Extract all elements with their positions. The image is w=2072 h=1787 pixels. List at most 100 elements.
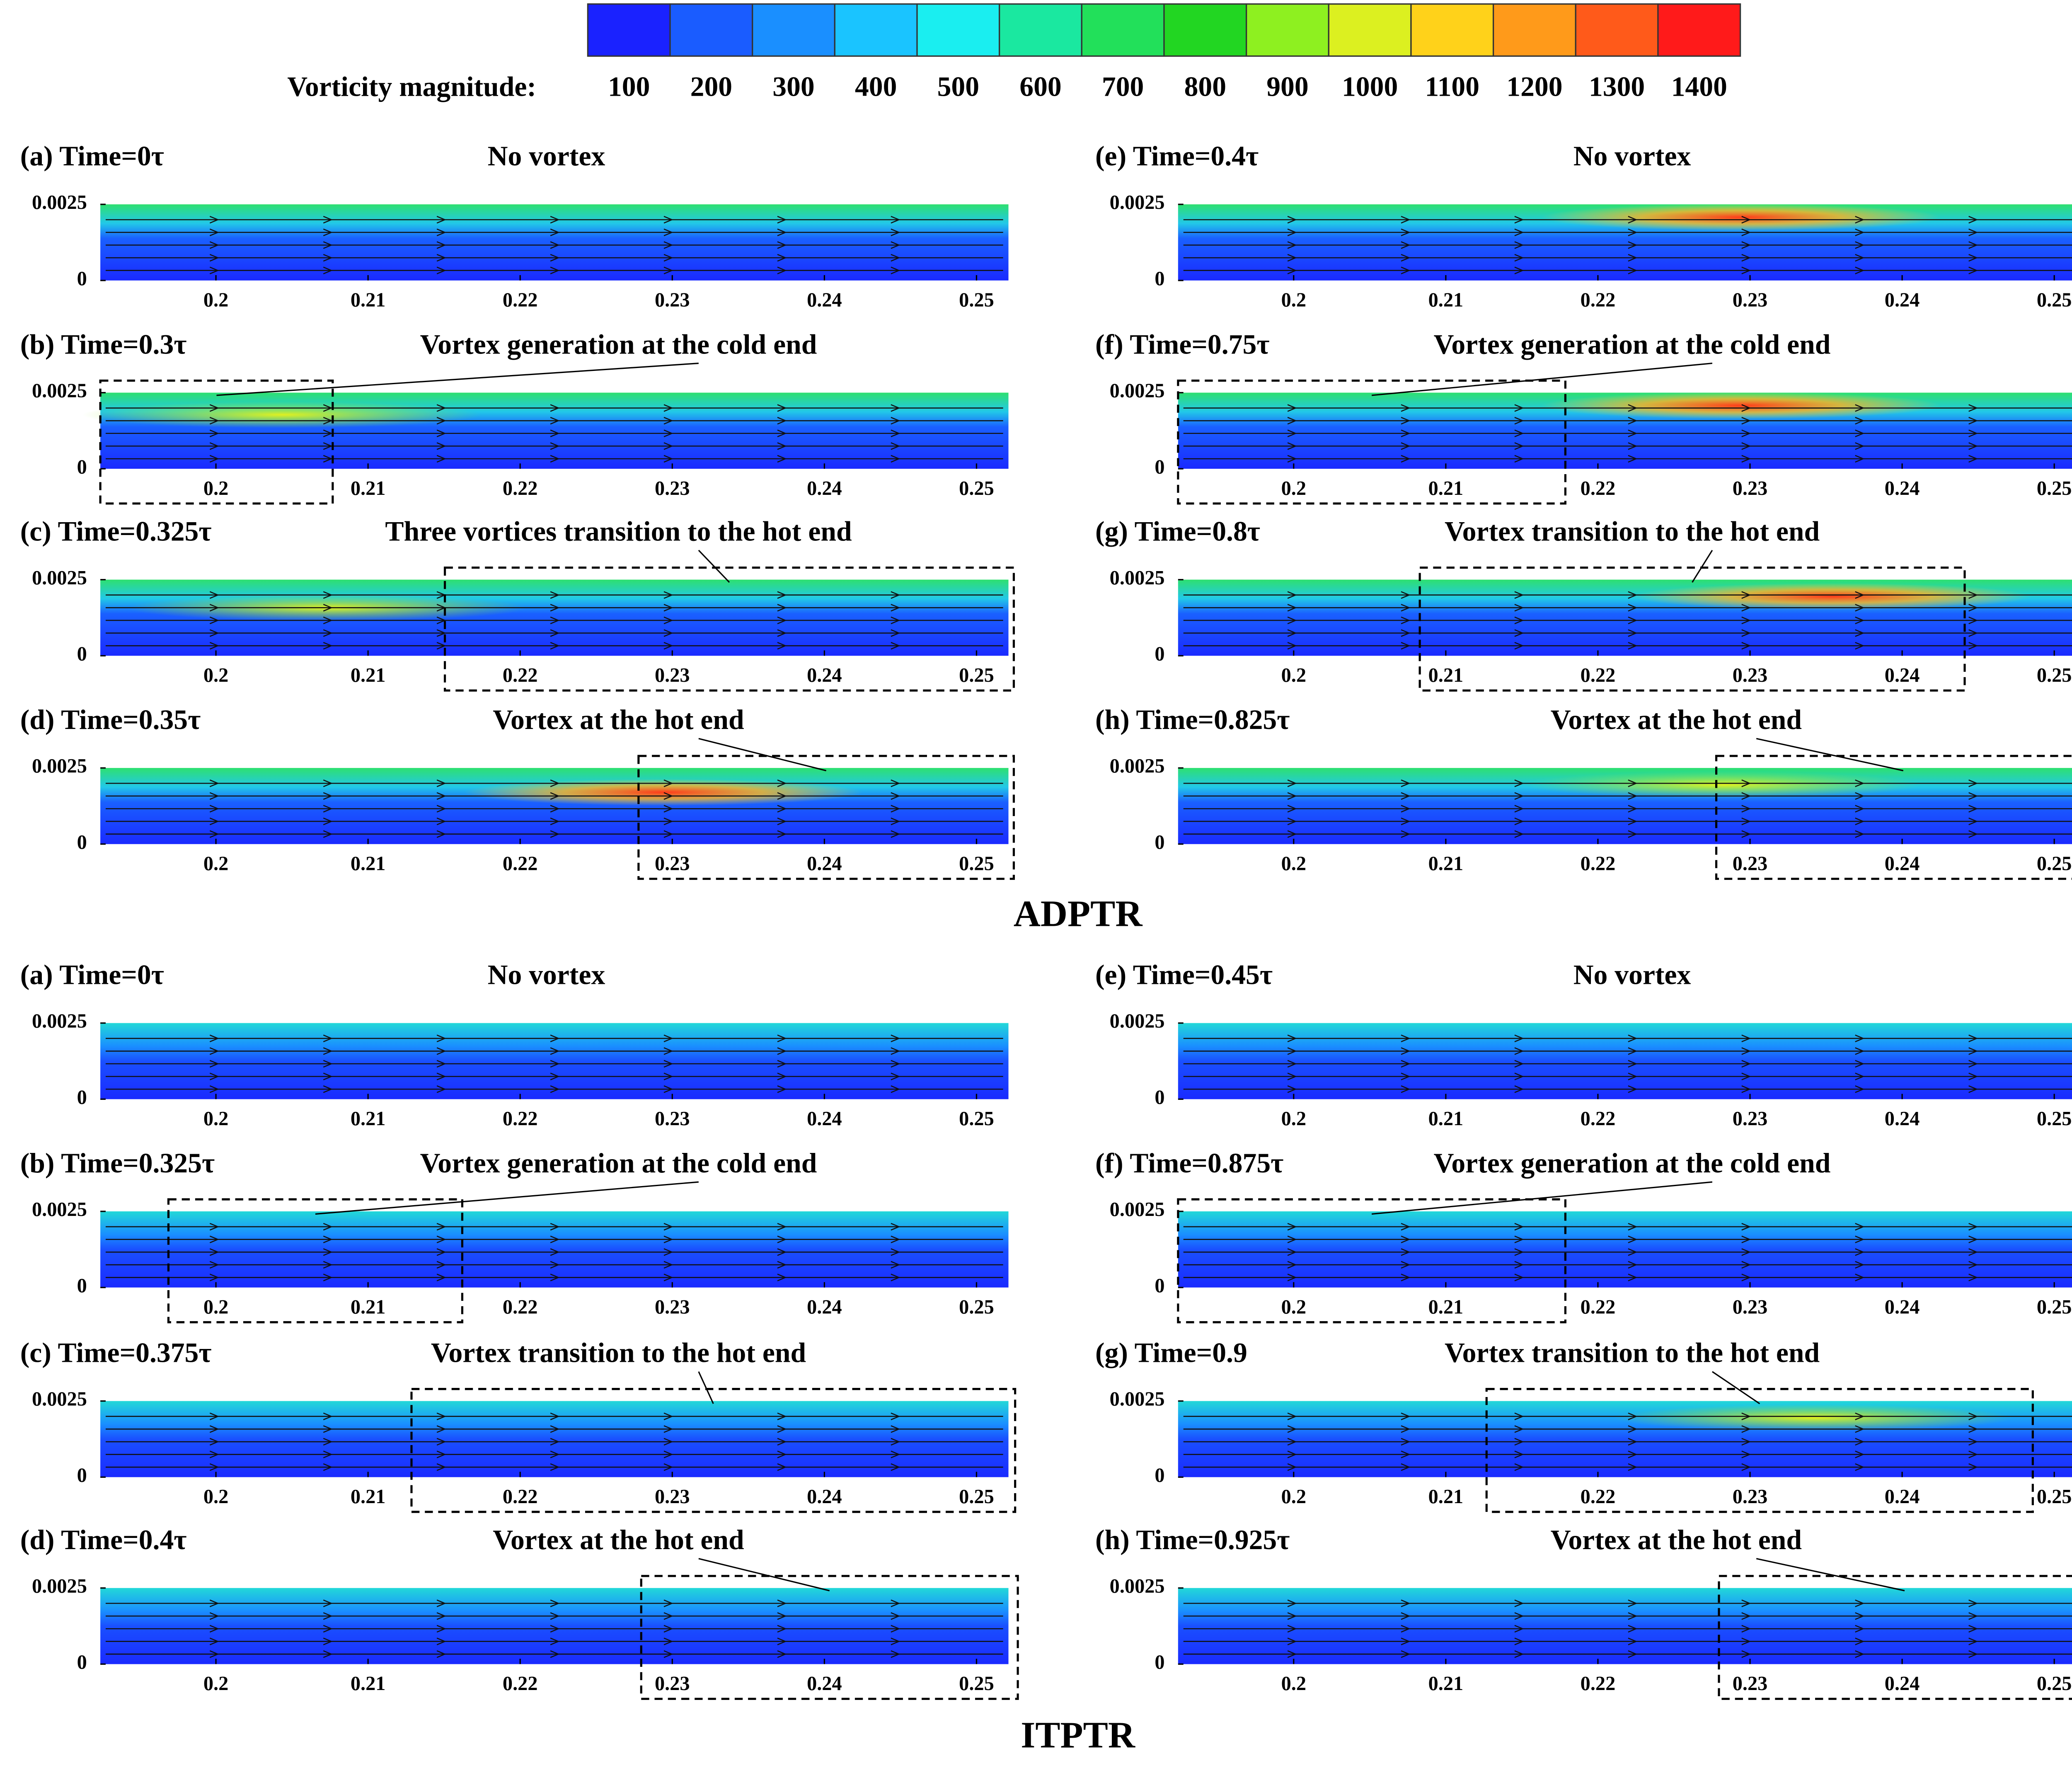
streamline-arrow — [323, 254, 333, 262]
streamline-arrow — [891, 1463, 900, 1471]
y-tick-label: 0.0025 — [1110, 380, 1165, 402]
streamline-arrow — [550, 1274, 560, 1281]
streamline-arrow — [777, 1034, 787, 1042]
panel-annotation: Vortex transition to the hot end — [431, 1337, 806, 1368]
streamline-arrow — [436, 455, 446, 463]
y-tick-label: 0 — [77, 1086, 87, 1108]
streamline-arrow — [891, 228, 900, 237]
streamline-arrow — [1968, 1625, 1978, 1633]
streamline-arrow — [1514, 817, 1524, 826]
streamline-arrow — [550, 629, 560, 637]
streamline-arrow — [1855, 404, 1865, 412]
streamline-arrow — [1514, 1223, 1524, 1231]
streamline-arrow — [1741, 1274, 1751, 1281]
y-tick-label: 0.0025 — [32, 1199, 87, 1220]
leader-line — [1756, 738, 1904, 772]
y-tick-label: 0 — [77, 643, 87, 665]
panel-annotation: Vortex at the hot end — [493, 1524, 744, 1555]
highlight-box — [1177, 379, 1566, 505]
streamline-arrow — [323, 228, 333, 237]
streamline-arrow — [1401, 1612, 1411, 1620]
streamline-arrow — [1855, 616, 1865, 625]
x-tick-label: 0.23 — [1733, 477, 1768, 499]
streamline-arrow — [209, 404, 220, 412]
y-tick-label: 0.0025 — [32, 1010, 87, 1032]
streamline-arrow — [1628, 1223, 1638, 1231]
x-tick-label: 0.25 — [959, 477, 994, 499]
streamline-arrow — [209, 1073, 220, 1080]
highlight-box — [99, 379, 334, 505]
x-tick-label: 0.23 — [1733, 1486, 1768, 1508]
panel: (d) Time=0.4τ Vortex at the hot end 0.2 0.2… — [20, 1524, 1019, 1700]
streamline-arrow — [1968, 241, 1978, 249]
streamline-arrow — [1741, 1425, 1751, 1433]
streamline-arrow — [1968, 1235, 1978, 1243]
streamline-arrow — [1287, 1612, 1297, 1620]
panel: (d) Time=0.35τ Vortex at the hot end 0.2 0.… — [20, 704, 1015, 880]
vorticity-field — [100, 1023, 1009, 1099]
x-tick-label: 0.2 — [1281, 477, 1306, 499]
streamline-arrow — [209, 416, 220, 425]
streamline-arrow — [209, 1223, 220, 1231]
x-tick-label: 0.21 — [1428, 1108, 1464, 1130]
streamline-arrow — [323, 266, 333, 274]
streamline-arrow — [777, 1650, 787, 1658]
streamline-arrow — [1741, 254, 1751, 262]
panel-annotation: No vortex — [1573, 140, 1691, 172]
x-tick-label: 0.23 — [1733, 664, 1768, 686]
streamline-arrow — [777, 1450, 787, 1458]
x-tick-label: 0.25 — [959, 664, 994, 686]
panel: (g) Time=0.9 Vortex transition to the hot… — [1095, 1337, 2072, 1513]
streamline-arrow — [1287, 817, 1297, 826]
streamline-arrow — [323, 1637, 333, 1645]
streamline-arrow — [663, 1650, 673, 1658]
streamline-arrow — [1855, 254, 1865, 262]
streamline-arrow — [1628, 1450, 1638, 1458]
y-tick-label: 0.0025 — [32, 191, 87, 213]
streamline-arrow — [1401, 792, 1411, 800]
streamline-arrow — [1855, 1637, 1865, 1645]
streamline-arrow — [891, 254, 900, 262]
streamline-arrow — [1968, 1274, 1978, 1281]
x-tick-label: 0.25 — [959, 852, 994, 874]
streamline-arrow — [323, 604, 333, 612]
streamline-arrow — [209, 1034, 220, 1042]
x-tick-label: 0.22 — [503, 289, 538, 311]
highlight-box — [1177, 1198, 1566, 1324]
streamline-arrow — [550, 1235, 560, 1243]
streamline-arrow — [1287, 792, 1297, 800]
streamline-arrow — [1287, 1047, 1297, 1055]
streamline-arrow — [663, 429, 673, 438]
streamline-arrow — [1287, 404, 1297, 412]
streamline-arrow — [1287, 429, 1297, 438]
streamline-arrow — [1287, 1073, 1297, 1080]
streamline-arrow — [1855, 1612, 1865, 1620]
streamline-arrow — [1968, 254, 1978, 262]
streamline-arrow — [550, 1412, 560, 1420]
streamline-arrow — [1628, 241, 1638, 249]
streamline-arrow — [209, 1463, 220, 1471]
x-tick-label: 0.24 — [807, 1673, 842, 1695]
streamline-arrow — [1514, 1235, 1524, 1243]
streamline-arrow — [436, 1425, 446, 1433]
streamline-arrow — [436, 1612, 446, 1620]
y-tick-label: 0.0025 — [1110, 191, 1165, 213]
streamline-arrow — [550, 817, 560, 826]
streamline-arrow — [209, 1425, 220, 1433]
streamline-arrow — [1287, 1463, 1297, 1471]
streamline-arrow — [1968, 779, 1978, 787]
streamline-arrow — [1628, 1073, 1638, 1080]
streamline-arrow — [891, 1085, 900, 1093]
streamline-arrow — [1514, 216, 1524, 224]
streamline-arrow — [323, 1650, 333, 1658]
streamline-arrow — [1968, 817, 1978, 826]
streamline-arrow — [1855, 1034, 1865, 1042]
streamline-arrow — [436, 1085, 446, 1093]
streamline-arrow — [891, 805, 900, 813]
x-tick-label: 0.22 — [503, 664, 538, 686]
streamline-arrow — [1741, 416, 1751, 425]
streamline-arrow — [777, 1438, 787, 1446]
streamline-arrow — [663, 1060, 673, 1068]
leader-line — [698, 1558, 830, 1591]
streamline-arrow — [1741, 616, 1751, 625]
